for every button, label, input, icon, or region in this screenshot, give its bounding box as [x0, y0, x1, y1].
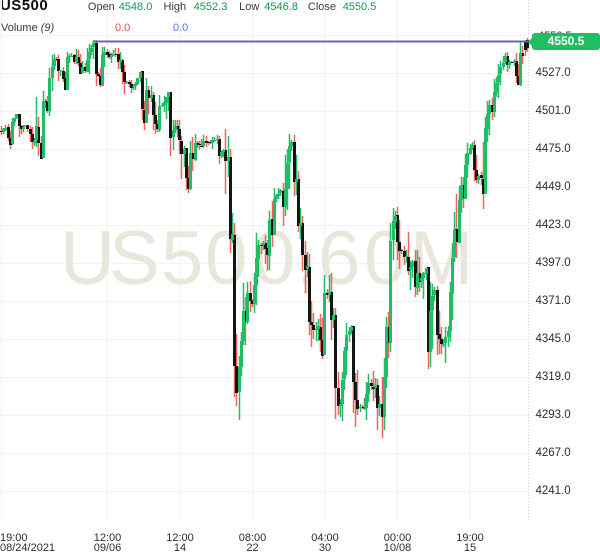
svg-text:US500,60M: US500,60M [60, 216, 473, 301]
